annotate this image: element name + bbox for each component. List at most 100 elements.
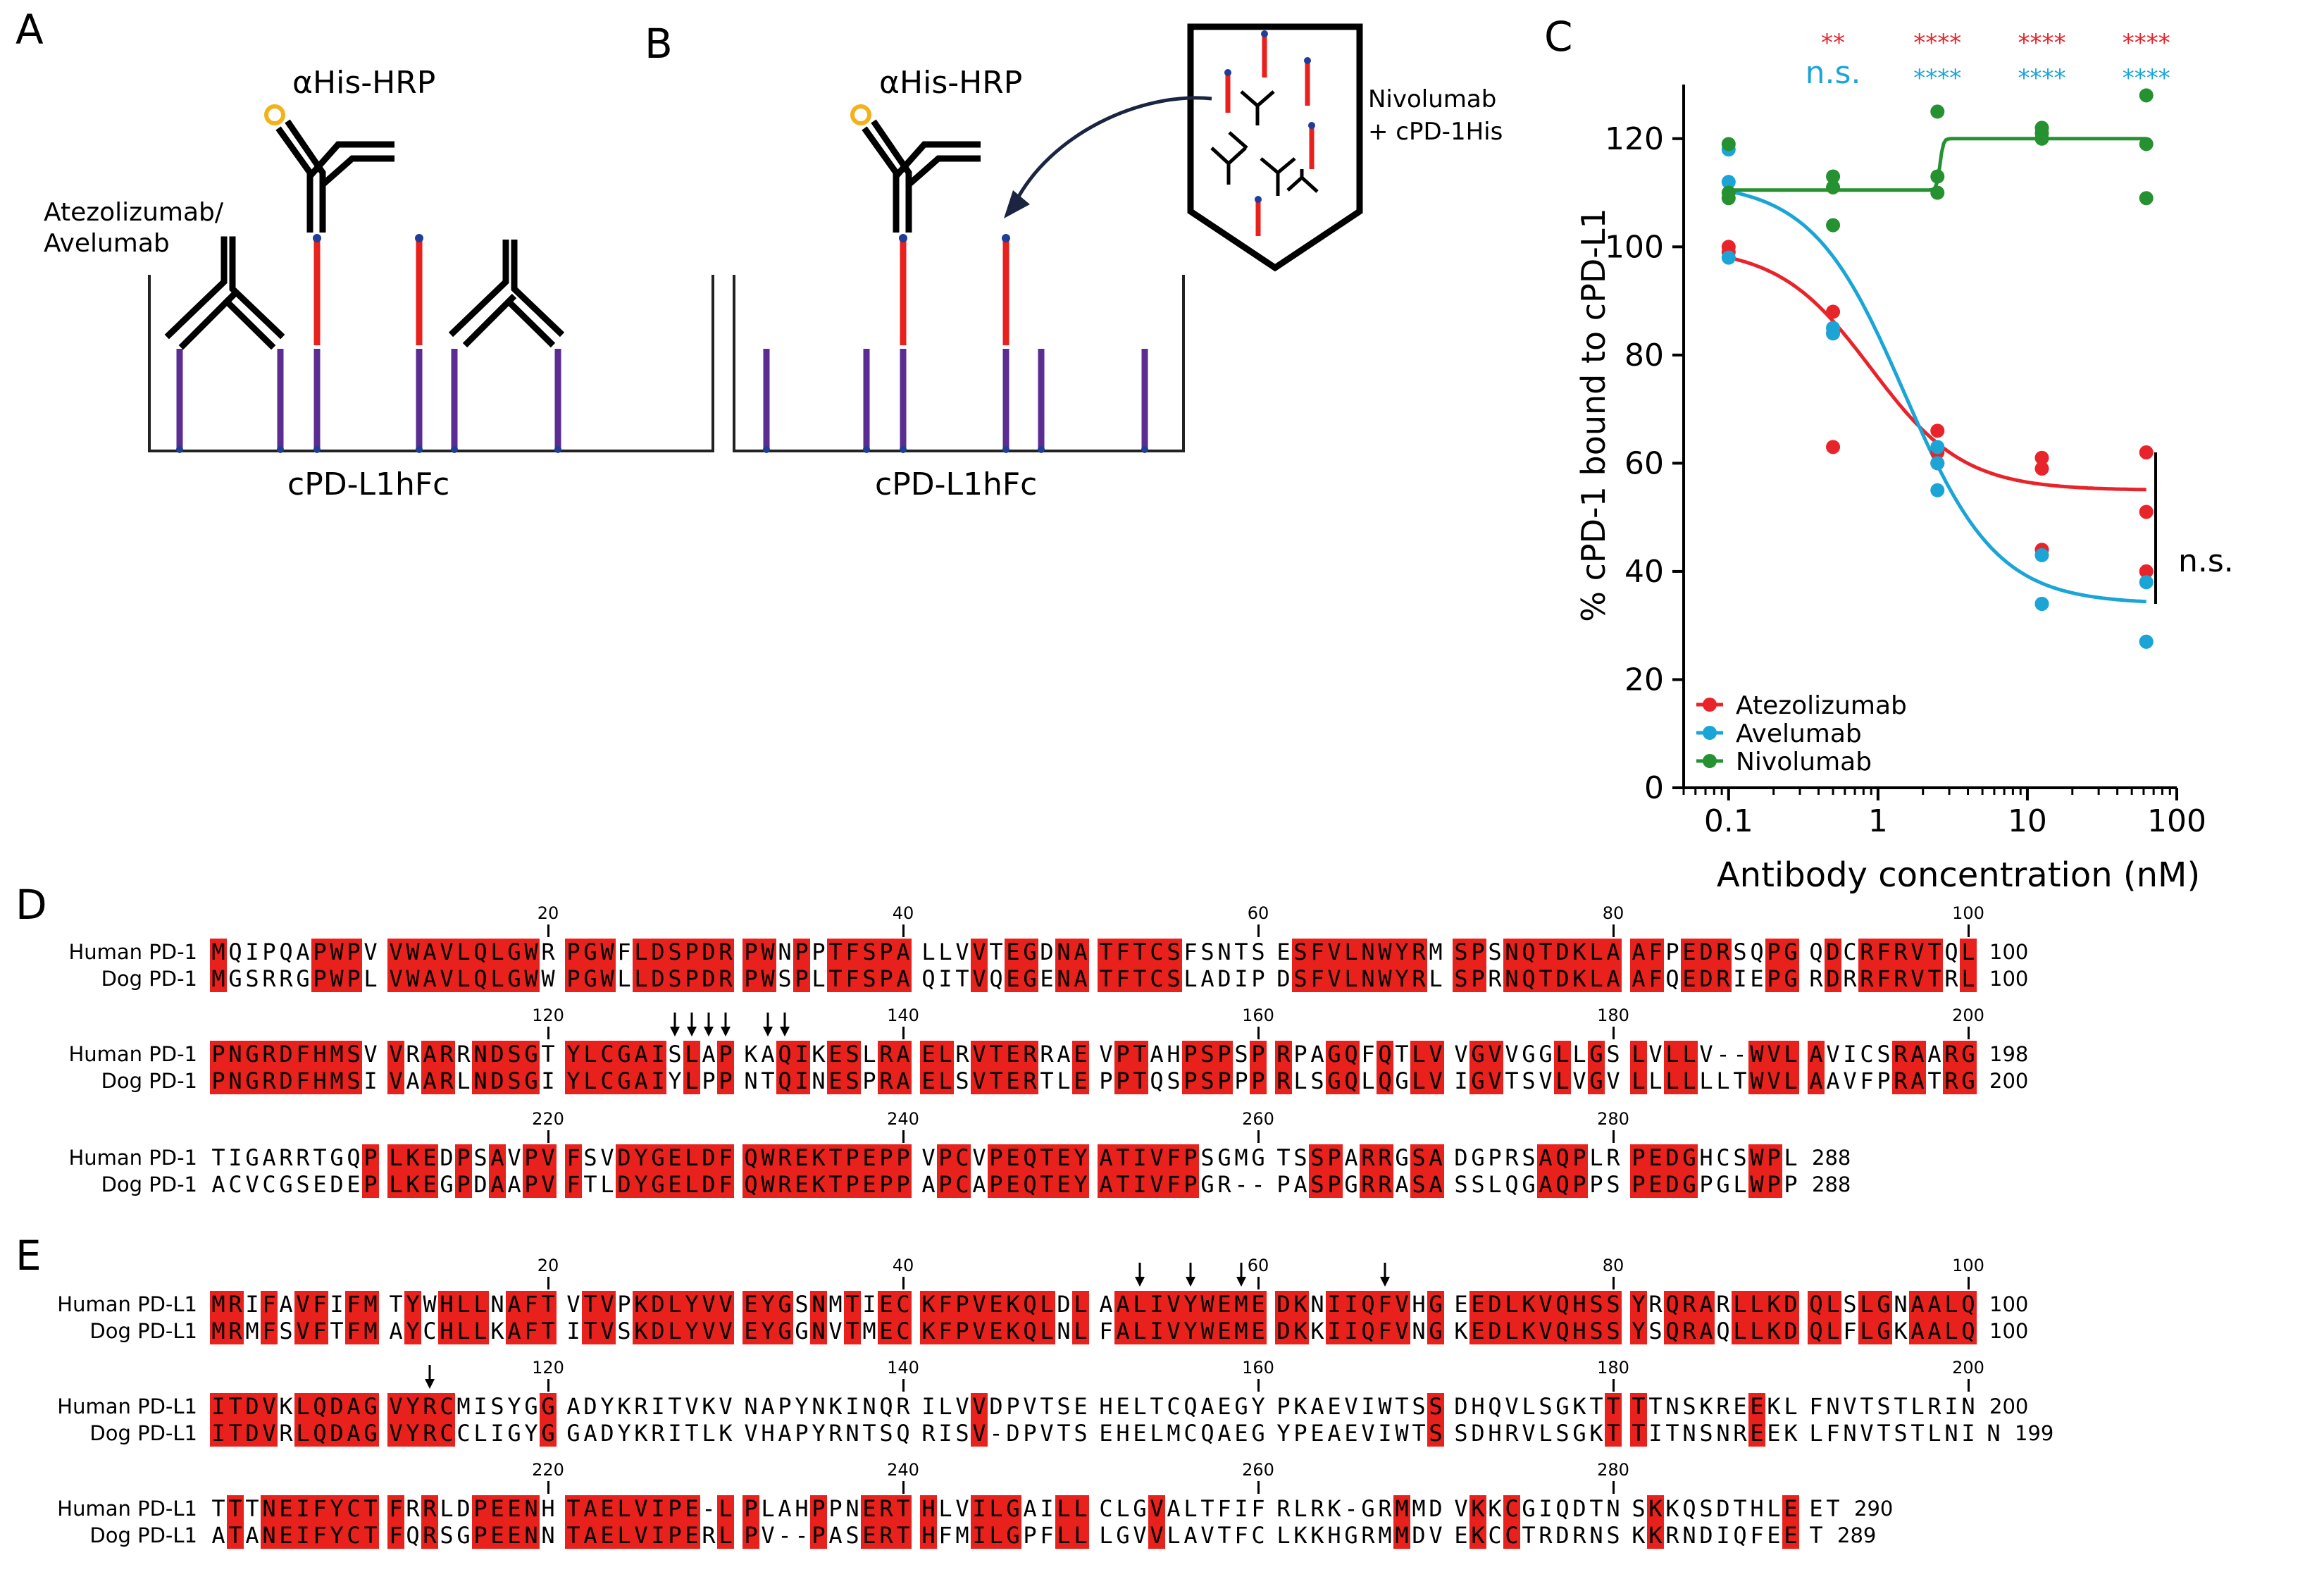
transfer-arrow [1012, 96, 1212, 206]
alignment-tick-label: 280 [1597, 1460, 1629, 1480]
alignment-row-label: Human PD-1 [68, 940, 197, 964]
alignment-tick-label: 160 [1242, 1006, 1274, 1025]
alignment-tick-mark [1968, 924, 1970, 937]
panel-letter-b: B [645, 20, 673, 68]
alignment-tick-mark [547, 924, 549, 937]
alignment-tick-label: 20 [537, 903, 559, 923]
alignment-tick-label: 40 [892, 903, 914, 923]
alignment-tick-mark [1257, 1130, 1260, 1143]
panel-letter-a: A [15, 6, 44, 54]
contact-residue-arrow [1236, 1263, 1247, 1288]
alignment-tick-mark [902, 1277, 905, 1289]
contact-residue-arrow [424, 1365, 435, 1390]
alignment-tick-label: 260 [1242, 1109, 1274, 1129]
tube-pd1-red [1225, 35, 1315, 236]
data-point-nivolumab [1721, 137, 1736, 151]
alignment-row-label: Human PD-1 [68, 1042, 197, 1066]
alignment-tick-label: 200 [1952, 1006, 1984, 1025]
data-point-avelumab [1721, 250, 1736, 265]
chart-annotations: ** **** **** ****n.s. **** **** ****n.s. [1806, 29, 2234, 604]
alignment-tick-label: 100 [1952, 903, 1984, 923]
data-point-avelumab [1930, 440, 1945, 454]
hrp-icon-a [264, 104, 285, 125]
alignment-tick-mark [1257, 1379, 1260, 1392]
alignment-row-end-number: 290 [1854, 1497, 1894, 1521]
tube-icon [1187, 23, 1363, 272]
alignment-tick-mark [1257, 1481, 1260, 1494]
significance-avelumab: n.s. [1806, 55, 1861, 91]
alignment-row-label: Dog PD-L1 [89, 1319, 197, 1343]
alignment-tick-mark [1612, 1027, 1615, 1039]
contact-residue-arrow [669, 1013, 681, 1038]
y-tick-label: 0 [1644, 770, 1664, 806]
detector-label-a: αHis-HRP [292, 65, 436, 101]
alignment-tick-label: 80 [1602, 1256, 1624, 1275]
transfer-arrow-head [1004, 190, 1030, 218]
alignment-tick-label: 40 [892, 1256, 914, 1275]
alignment-row-label: Human PD-L1 [57, 1497, 197, 1521]
y-tick-label: 40 [1624, 554, 1664, 590]
contact-residue-arrow [1185, 1263, 1196, 1288]
data-point-atezolizumab [1930, 423, 1945, 438]
pd1-stalks-a [313, 240, 423, 345]
alignment-tick-mark [1257, 1027, 1260, 1039]
detector-antibody-b [862, 119, 981, 233]
alignment-tick-mark [902, 1481, 905, 1494]
alignment-tick-mark [902, 924, 905, 937]
data-point-nivolumab [1930, 169, 1945, 184]
data-point-avelumab [2139, 634, 2154, 649]
chart-axes: 0 20 40 60 80 100 120 0.1 1 10 100 Antibody concent… [1574, 85, 2206, 895]
alignment-tick-label: 280 [1597, 1109, 1629, 1129]
alignment-row-end-number: 288 [1812, 1172, 1851, 1196]
fit-curve-avelumab [1728, 189, 2146, 604]
alignment-tick-label: 120 [532, 1358, 564, 1378]
antibody-label-line1: Atezolizumab/ [44, 198, 224, 227]
data-point-atezolizumab [2139, 445, 2154, 460]
data-point-nivolumab [1930, 185, 1945, 200]
y-tick-label: 60 [1624, 445, 1664, 481]
alignment-row-end-number: 288 [1812, 1146, 1851, 1170]
significance-avelumab: **** [2018, 64, 2065, 92]
alignment-row-end-number: 100 [1989, 940, 2029, 964]
alignment-tick-mark [1612, 1277, 1615, 1289]
alignment-tick-label: 240 [887, 1460, 919, 1480]
significance-avelumab: **** [2123, 64, 2170, 92]
alignment-tick-label: 220 [532, 1109, 564, 1129]
alignment-tick-label: 140 [887, 1358, 919, 1378]
legend-label-avelumab: Avelumab [1736, 719, 1862, 748]
antibody-y-left [164, 236, 285, 350]
stalk-base-dots-a [176, 446, 561, 453]
alignment-tick-mark [902, 1379, 905, 1392]
data-point-nivolumab [1826, 169, 1841, 184]
chart-points [1721, 88, 2154, 649]
contact-residue-arrow [1379, 1263, 1391, 1288]
contact-residue-arrow [703, 1013, 714, 1038]
y-axis-title: % cPD-1 bound to cPD-L1 [1574, 208, 1612, 622]
contact-residue-arrow [762, 1013, 773, 1038]
data-point-avelumab [1721, 175, 1736, 190]
alignment-tick-mark [1968, 1027, 1970, 1039]
alignment-row-end-number: 100 [1989, 967, 2029, 991]
alignment-tick-mark [1612, 1130, 1615, 1143]
data-point-nivolumab [2034, 131, 2049, 146]
y-tick-label: 20 [1624, 662, 1664, 698]
hrp-icon-b [850, 104, 871, 125]
alignment-tick-label: 100 [1952, 1256, 1984, 1275]
panel-letter-e: E [15, 1232, 42, 1280]
data-point-atezolizumab [2139, 505, 2154, 519]
pd1-stalks-b [900, 240, 1009, 345]
alignment-row-end-number: 289 [1837, 1523, 1877, 1547]
alignment-tick-label: 80 [1602, 903, 1624, 923]
x-tick-label: 0.1 [1704, 803, 1753, 839]
data-point-avelumab [1826, 326, 1841, 341]
alignment-row-label: Dog PD-L1 [89, 1523, 197, 1547]
data-point-nivolumab [2139, 88, 2154, 103]
alignment-tick-mark [902, 1130, 905, 1143]
tube-antibodies [1210, 90, 1319, 196]
alignment-row-end-number: 200 [1989, 1069, 2029, 1093]
well-outline-a [148, 275, 714, 452]
alignment-row-end-number: 100 [1989, 1292, 2029, 1316]
